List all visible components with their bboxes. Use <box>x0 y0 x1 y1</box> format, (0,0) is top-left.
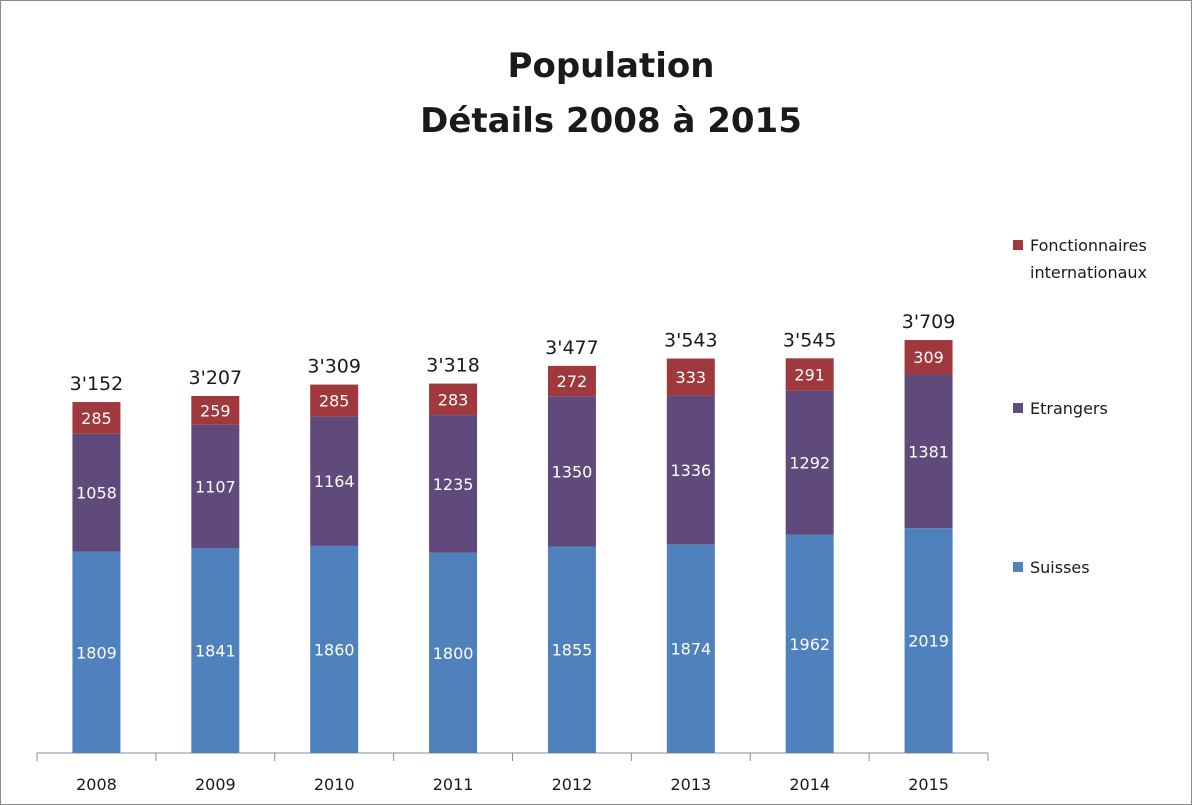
segment-value-label: 291 <box>794 365 825 384</box>
bar-segment <box>191 424 240 549</box>
segment-value-label: 259 <box>200 401 231 420</box>
segment-value-label: 1235 <box>433 475 474 494</box>
x-tick-label: 2012 <box>552 775 593 794</box>
x-tick-label: 2010 <box>314 775 355 794</box>
x-tick-label: 2015 <box>908 775 949 794</box>
bar-segment <box>191 395 240 425</box>
bar-segment <box>666 395 715 545</box>
segment-value-label: 1962 <box>789 635 830 654</box>
segment-value-label: 1855 <box>552 641 593 660</box>
bar-segment <box>547 365 596 397</box>
legend-label: Etrangers <box>1030 399 1108 418</box>
segment-value-label: 1381 <box>908 442 949 461</box>
chart-title-line-1: Population <box>508 46 715 86</box>
bar-segment <box>785 358 834 391</box>
bar-segment <box>785 390 834 535</box>
segment-value-label: 1809 <box>76 643 117 662</box>
bar-segment <box>191 548 240 753</box>
legend-swatch <box>1013 403 1023 413</box>
bar-segment <box>904 340 953 375</box>
segment-value-label: 1841 <box>195 642 236 661</box>
bar-segment <box>429 552 478 753</box>
x-tick-label: 2009 <box>195 775 236 794</box>
legend-label: internationaux <box>1030 263 1147 282</box>
x-tick-label: 2014 <box>789 775 830 794</box>
total-value-label: 3'318 <box>426 355 480 377</box>
segment-value-label: 285 <box>319 391 350 410</box>
segment-value-label: 1800 <box>433 644 474 663</box>
bar-segment <box>72 551 121 753</box>
bar-segment <box>72 433 121 552</box>
x-tick-label: 2011 <box>433 775 474 794</box>
legend-swatch <box>1013 240 1023 250</box>
bar-segment <box>904 374 953 529</box>
bar-segment <box>785 534 834 753</box>
chart-title-line-2: Détails 2008 à 2015 <box>420 101 802 141</box>
x-tick-label: 2013 <box>670 775 711 794</box>
bar-segment <box>72 402 121 434</box>
segment-value-label: 1350 <box>552 462 593 481</box>
segment-value-label: 1058 <box>76 484 117 503</box>
legend-label: Suisses <box>1030 558 1090 577</box>
plot-area: 1809 1058 285 3'152 2008 1841 1107 259 3'207 2009… <box>36 311 989 794</box>
bar-segment <box>429 415 478 553</box>
bar-segment <box>666 544 715 753</box>
legend: Fonctionnaires internationaux Etrangers Sui… <box>1013 236 1147 577</box>
segment-value-label: 1874 <box>670 640 711 659</box>
total-value-label: 3'152 <box>70 373 124 395</box>
segment-value-label: 309 <box>913 348 944 367</box>
segment-value-label: 2019 <box>908 632 949 651</box>
total-value-label: 3'543 <box>664 330 718 352</box>
segment-value-label: 285 <box>81 409 112 428</box>
segment-value-label: 1336 <box>670 461 711 480</box>
segment-value-label: 1164 <box>314 472 355 491</box>
segment-value-label: 1107 <box>195 477 236 496</box>
total-value-label: 3'545 <box>783 329 837 351</box>
bar-segment <box>904 528 953 753</box>
segment-value-label: 283 <box>438 390 469 409</box>
total-value-label: 3'207 <box>189 367 243 389</box>
segment-value-label: 1860 <box>314 640 355 659</box>
bar-segment <box>310 545 359 753</box>
bar-segment <box>547 396 596 547</box>
bar-segment <box>310 384 359 417</box>
bar-segment <box>310 416 359 546</box>
segment-value-label: 333 <box>676 368 707 387</box>
x-tick-label: 2008 <box>76 775 117 794</box>
segment-value-label: 1292 <box>789 454 830 473</box>
segment-value-label: 272 <box>557 372 588 391</box>
total-value-label: 3'709 <box>902 311 956 333</box>
legend-swatch <box>1013 562 1023 572</box>
bar-segment <box>547 546 596 753</box>
legend-label: Fonctionnaires <box>1030 236 1147 255</box>
total-value-label: 3'477 <box>545 337 599 359</box>
bar-segment <box>666 358 715 396</box>
total-value-label: 3'309 <box>307 356 361 378</box>
bar-segment <box>429 383 478 416</box>
